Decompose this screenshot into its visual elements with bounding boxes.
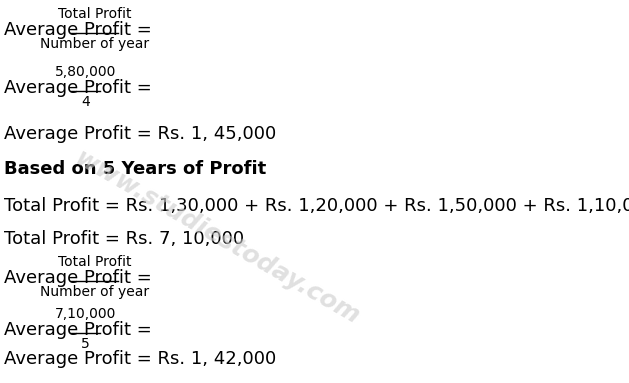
Text: Number of year: Number of year: [40, 37, 149, 51]
Text: Average Profit = Rs. 1, 45,000: Average Profit = Rs. 1, 45,000: [4, 125, 276, 143]
Text: Total Profit = Rs. 1,30,000 + Rs. 1,20,000 + Rs. 1,50,000 + Rs. 1,10,000 + Rs. 2: Total Profit = Rs. 1,30,000 + Rs. 1,20,0…: [4, 197, 629, 215]
Text: www.studiestoday.com: www.studiestoday.com: [70, 146, 364, 329]
Text: Average Profit =: Average Profit =: [4, 21, 157, 39]
Text: 5,80,000: 5,80,000: [55, 65, 116, 79]
Text: Average Profit =: Average Profit =: [4, 269, 157, 287]
Text: 7,10,000: 7,10,000: [55, 307, 116, 321]
Text: Based on 5 Years of Profit: Based on 5 Years of Profit: [4, 160, 266, 178]
Text: Total Profit: Total Profit: [58, 7, 131, 21]
Text: 5: 5: [81, 337, 90, 351]
Text: Average Profit = Rs. 1, 42,000: Average Profit = Rs. 1, 42,000: [4, 350, 276, 368]
Text: Average Profit =: Average Profit =: [4, 79, 157, 97]
Text: Number of year: Number of year: [40, 285, 149, 299]
Text: Total Profit: Total Profit: [58, 255, 131, 269]
Text: Total Profit = Rs. 7, 10,000: Total Profit = Rs. 7, 10,000: [4, 230, 244, 248]
Text: 4: 4: [81, 95, 90, 109]
Text: Average Profit =: Average Profit =: [4, 321, 157, 339]
